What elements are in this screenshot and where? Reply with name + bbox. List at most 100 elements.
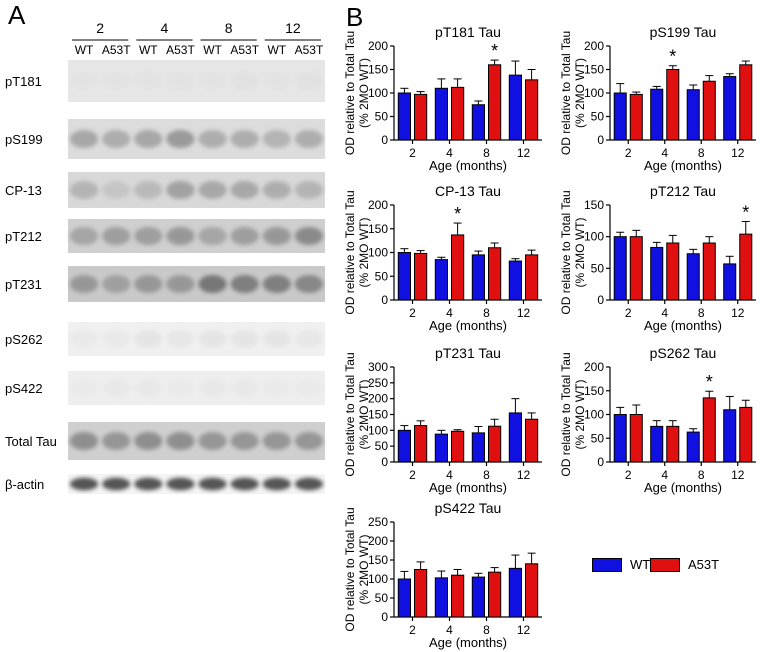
x-axis-label: Age (months) (644, 318, 722, 333)
blot-band (102, 330, 131, 348)
x-axis-label: Age (months) (429, 318, 507, 333)
bar-wt (471, 576, 486, 618)
y-axis-label-line1: OD relative to Total Tau (343, 31, 357, 155)
bar-wt (434, 577, 449, 618)
blot-band (102, 477, 131, 491)
bar-a53t (451, 574, 465, 618)
bar-a53t (525, 418, 539, 463)
x-tick-label: 8 (698, 468, 705, 482)
blot-band (102, 72, 131, 90)
blot-age-label: 2 (96, 20, 104, 36)
bar-wt (613, 236, 627, 301)
bar-a53t (666, 69, 680, 141)
x-tick-label: 8 (483, 306, 490, 320)
x-tick-label: 12 (517, 146, 531, 160)
y-tick-label: 0 (597, 133, 604, 147)
x-axis-label: Age (months) (429, 158, 507, 173)
blot-band (294, 130, 324, 148)
bar-wt (723, 409, 737, 463)
x-tick-label: 12 (517, 468, 531, 482)
y-tick-label: 150 (584, 63, 604, 77)
y-tick-label: 50 (591, 261, 605, 275)
blot-band (198, 330, 227, 348)
legend-swatch-a53t (650, 557, 680, 572)
blot-band (230, 181, 259, 199)
y-axis-label-line1: OD relative to Total Tau (343, 352, 357, 476)
bar-wt (686, 431, 700, 463)
blot-band (294, 181, 324, 199)
blot-band (198, 227, 227, 245)
blot-age-label: 8 (225, 20, 233, 36)
y-axis-label-line2: (% 2MO WT) (357, 58, 371, 128)
legend-label-wt: WT (630, 557, 651, 573)
x-tick-label: 8 (698, 306, 705, 320)
y-tick-label: 300 (368, 360, 388, 374)
y-axis-label-line1: OD relative to Total Tau (559, 352, 573, 476)
chart-2: CP-13 Tau 0 50 100 150 200 2 4 * 8 12 Age (months) O… (343, 183, 542, 333)
y-tick-label: 150 (368, 553, 388, 567)
bar-a53t (488, 571, 502, 618)
blot-band (69, 72, 99, 90)
x-tick-label: 2 (625, 146, 632, 160)
legend-item-a53t: A53T (650, 556, 719, 572)
x-tick-label: 12 (731, 146, 745, 160)
significance-asterisk: * (742, 202, 749, 222)
bar-a53t (414, 252, 428, 301)
blot-band (69, 432, 99, 450)
y-tick-label: 50 (375, 439, 389, 453)
y-axis-label-line2: (% 2MO WT) (573, 58, 587, 128)
y-tick-label: 0 (381, 455, 388, 469)
blot-row-label: β-actin (5, 477, 44, 492)
blot-band (102, 181, 131, 199)
bar-a53t (629, 93, 643, 141)
blot-band (294, 227, 324, 245)
chart-0: pT181 Tau 0 50 100 150 200 2 4 8 * 12 Age (months) O… (343, 24, 542, 173)
y-tick-label: 50 (591, 431, 605, 445)
bar-wt (397, 92, 412, 141)
x-tick-label: 4 (446, 306, 453, 320)
y-tick-label: 0 (381, 610, 388, 624)
panel-letter-a: A (8, 0, 26, 30)
y-axis-label-line1: OD relative to Total Tau (559, 190, 573, 314)
x-tick-label: 2 (625, 468, 632, 482)
bar-wt (613, 414, 627, 463)
significance-asterisk: * (669, 47, 676, 67)
blot-band (102, 379, 131, 397)
bar-a53t (451, 430, 465, 463)
blot-band (134, 227, 163, 245)
blot-band (166, 227, 195, 245)
y-axis-label: OD relative to Total Tau(% 2MO WT) (343, 31, 371, 155)
bar-a53t (666, 425, 680, 463)
x-tick-label: 4 (446, 146, 453, 160)
bar-a53t (702, 80, 716, 141)
blot-band (166, 379, 195, 397)
blot-age-label: 4 (160, 20, 168, 36)
blot-band (166, 330, 195, 348)
x-tick-label: 12 (731, 306, 745, 320)
y-tick-label: 0 (381, 293, 388, 307)
blot-band (198, 181, 227, 199)
chart-1: pS199 Tau 0 50 100 150 200 2 4 * 8 12 Age (months) O… (559, 24, 756, 173)
y-tick-label: 150 (368, 222, 388, 236)
y-axis-label-line2: (% 2MO WT) (573, 218, 587, 288)
y-tick-label: 100 (368, 246, 388, 260)
blot-genotype-label: A53T (102, 43, 131, 57)
y-tick-label: 100 (368, 423, 388, 437)
blot-band (198, 379, 227, 397)
blot-genotype-label: WT (139, 43, 158, 57)
bar-wt (723, 263, 737, 301)
significance-asterisk: * (454, 204, 461, 224)
x-tick-label: 8 (483, 623, 490, 637)
y-axis-label: OD relative to Total Tau(% 2MO WT) (559, 352, 587, 476)
blot-band (230, 330, 259, 348)
blot-band (102, 432, 131, 450)
blot-band (262, 130, 291, 148)
blot-genotype-label: WT (75, 43, 94, 57)
blot-row-label: pS199 (5, 132, 43, 147)
bar-a53t (414, 569, 428, 618)
blot-age-label: 12 (285, 20, 301, 36)
y-axis-label-line2: (% 2MO WT) (357, 218, 371, 288)
bar-wt (686, 253, 700, 301)
y-tick-label: 150 (584, 198, 604, 212)
blot-band (134, 181, 163, 199)
